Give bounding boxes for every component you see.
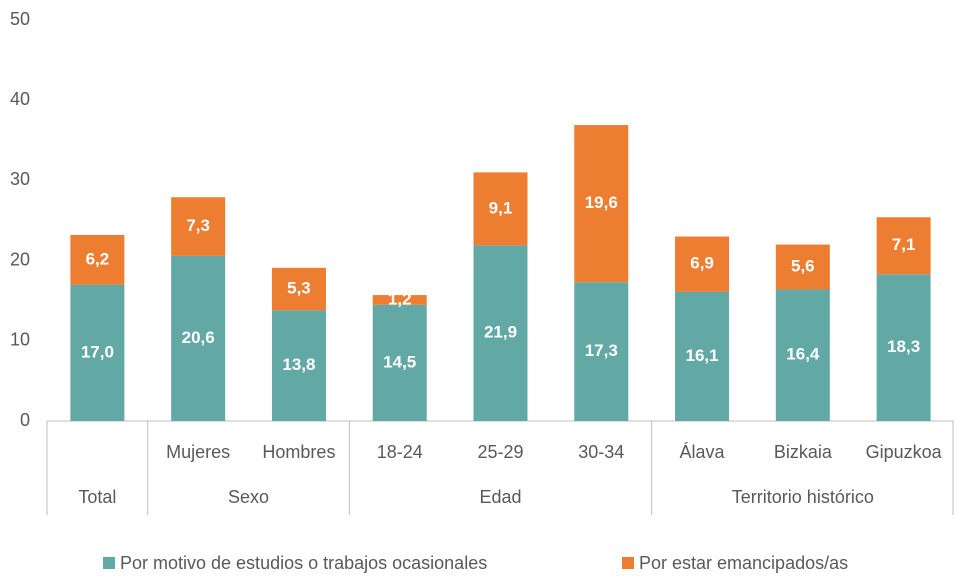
- legend-swatch: [103, 557, 115, 569]
- bar-segment: [574, 125, 629, 283]
- value-label: 16,4: [786, 345, 820, 364]
- value-label: 20,6: [182, 328, 215, 347]
- value-label: 1,2: [388, 289, 412, 308]
- bar-segment: [372, 304, 427, 421]
- legend-label: Por estar emancipados/as: [639, 553, 848, 573]
- value-label: 17,3: [585, 341, 618, 360]
- legend-label: Por motivo de estudios o trabajos ocasio…: [120, 553, 487, 573]
- x-tick-label: Gipuzkoa: [866, 442, 943, 462]
- bar-segment: [775, 289, 830, 421]
- x-tick-label: Hombres: [262, 442, 335, 462]
- y-tick-label: 0: [20, 410, 30, 430]
- bar-segment: [70, 234, 125, 285]
- bar-segment: [171, 197, 226, 256]
- group-label: Edad: [479, 487, 521, 507]
- group-label: Total: [78, 487, 116, 507]
- bar-segment: [775, 244, 830, 290]
- bar-segment: [70, 284, 125, 421]
- y-tick-label: 50: [10, 9, 30, 29]
- value-label: 21,9: [484, 323, 517, 342]
- bar-segment: [271, 310, 326, 421]
- bar-segment: [876, 217, 931, 275]
- x-tick-label: Álava: [680, 442, 726, 462]
- group-label: Sexo: [228, 487, 269, 507]
- bar-segment: [171, 255, 226, 421]
- value-label: 7,3: [186, 216, 210, 235]
- value-label: 7,1: [892, 235, 916, 254]
- bar-segment: [675, 291, 730, 421]
- x-tick-label: 30-34: [578, 442, 624, 462]
- value-label: 19,6: [585, 193, 618, 212]
- bar-segment: [473, 172, 528, 246]
- x-tick-label: Mujeres: [166, 442, 230, 462]
- x-tick-label: Bizkaia: [774, 442, 833, 462]
- bar-segment: [675, 236, 730, 292]
- y-tick-label: 40: [10, 89, 30, 109]
- y-tick-label: 20: [10, 249, 30, 269]
- x-tick-label: 25-29: [477, 442, 523, 462]
- legend-swatch: [622, 557, 634, 569]
- group-label: Territorio histórico: [732, 487, 874, 507]
- value-label: 6,9: [690, 254, 714, 273]
- x-tick-label: 18-24: [377, 442, 423, 462]
- value-label: 14,5: [383, 352, 416, 371]
- value-label: 17,0: [81, 342, 114, 361]
- value-label: 18,3: [887, 337, 920, 356]
- value-label: 16,1: [686, 346, 719, 365]
- bar-segment: [372, 295, 427, 305]
- bar-segment: [271, 267, 326, 311]
- value-label: 5,3: [287, 279, 311, 298]
- value-label: 5,6: [791, 257, 815, 276]
- value-label: 6,2: [86, 249, 110, 268]
- bar-segment: [574, 282, 629, 421]
- bar-segment: [473, 245, 528, 421]
- y-tick-label: 10: [10, 330, 30, 350]
- bar-segment: [876, 274, 931, 421]
- value-label: 9,1: [489, 198, 513, 217]
- y-tick-label: 30: [10, 169, 30, 189]
- value-label: 13,8: [282, 355, 315, 374]
